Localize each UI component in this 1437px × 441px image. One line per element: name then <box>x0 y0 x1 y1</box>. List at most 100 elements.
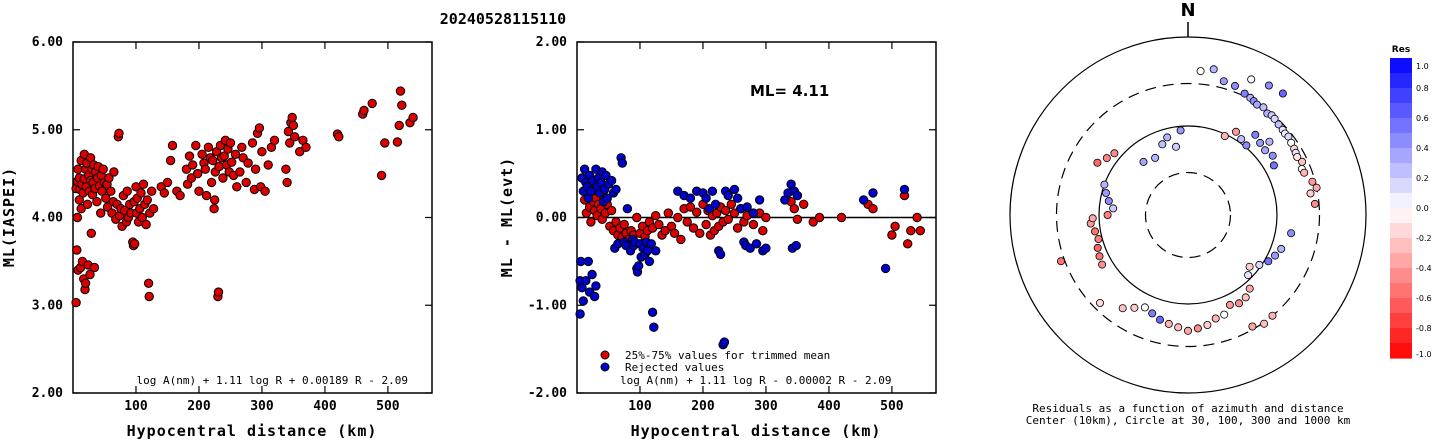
colorbar-tick-label: 0.2 <box>1416 174 1429 183</box>
trimmed-data-point <box>726 199 736 210</box>
station-residual-point <box>1109 204 1118 213</box>
rejected-data-point <box>742 202 752 212</box>
colorbar-swatch <box>1390 328 1412 344</box>
left-data-point <box>395 86 406 96</box>
station-residual-point <box>1242 141 1251 150</box>
colorbar-swatch <box>1390 58 1412 74</box>
polar-chart: N Residuals as a function of azimuth and… <box>1009 0 1367 427</box>
colorbar-swatch <box>1390 298 1412 314</box>
station-residual-point <box>1130 303 1139 312</box>
station-residual-point <box>1261 146 1270 155</box>
figure-title: 20240528115110 <box>440 10 566 28</box>
rejected-data-point <box>792 190 803 201</box>
colorbar-swatch <box>1390 208 1412 224</box>
rejected-data-point <box>754 195 765 205</box>
trimmed-data-point <box>814 212 825 223</box>
left-data-point <box>230 149 241 160</box>
mid-xtick-label: 300 <box>754 399 778 414</box>
rejected-data-point <box>579 164 590 174</box>
station-residual-point <box>1209 65 1218 74</box>
left-data-point <box>148 204 159 214</box>
range-circle-300km <box>1055 82 1321 348</box>
station-residual-point <box>1260 319 1269 328</box>
left-data-point <box>206 177 217 188</box>
rejected-data-point <box>701 193 711 203</box>
station-residual-point <box>1103 210 1112 219</box>
legend-marker-trimmed <box>600 350 610 360</box>
station-residual-point <box>1093 243 1102 252</box>
trimmed-data-point <box>890 221 900 232</box>
station-residual-point <box>1293 152 1302 161</box>
station-residual-point <box>1174 323 1183 332</box>
left-data-point <box>74 195 85 205</box>
left-data-point <box>263 160 273 170</box>
legend-label-rejected: Rejected values <box>625 361 724 374</box>
left-ytick-label: 5.00 <box>32 123 63 138</box>
rejected-data-point <box>707 186 718 196</box>
station-residual-point <box>1245 284 1254 293</box>
left-data-point <box>186 173 197 183</box>
station-residual-point <box>1156 315 1165 324</box>
left-xtick-label: 200 <box>187 399 211 414</box>
left-data-point <box>232 182 242 192</box>
rejected-data-point <box>761 243 771 253</box>
rejected-data-point <box>791 240 801 251</box>
left-data-point <box>359 105 369 116</box>
rejected-data-point <box>602 193 612 203</box>
rejected-data-point <box>581 276 591 286</box>
left-data-point <box>301 142 311 153</box>
left-data-point <box>98 164 108 174</box>
left-data-point <box>334 132 344 142</box>
trimmed-data-point <box>723 214 733 225</box>
station-residual-point <box>1164 319 1173 328</box>
rejected-data-point <box>591 281 601 291</box>
left-data-point <box>210 195 220 205</box>
station-residual-point <box>1245 262 1254 271</box>
rejected-data-point <box>649 322 659 332</box>
left-data-point <box>243 158 253 168</box>
range-circle-100km <box>1098 125 1278 305</box>
mid-xtick-label: 200 <box>691 399 715 414</box>
left-data-point <box>281 164 291 174</box>
station-residual-point <box>1264 81 1273 90</box>
colorbar-swatch <box>1390 313 1412 329</box>
left-data-point <box>96 208 106 218</box>
mid-ytick-label: 2.00 <box>536 35 567 50</box>
left-xtick-label: 400 <box>313 399 337 414</box>
trimmed-data-point <box>673 212 683 223</box>
left-data-point <box>188 160 198 170</box>
left-data-point <box>86 228 97 239</box>
left-data-point <box>376 170 387 181</box>
colorbar-tick-labels: 1.0 0.8 0.6 0.4 0.2 0.0 -0.2 -0.4 -0.6 -0.8 -1.0 <box>1416 62 1432 359</box>
rejected-data-point <box>646 239 656 249</box>
rejected-data-point <box>729 184 740 195</box>
rejected-data-point <box>647 307 658 317</box>
colorbar-swatch <box>1390 73 1412 89</box>
left-data-point <box>290 132 300 142</box>
station-residual-point <box>1268 311 1277 320</box>
station-residual-point <box>1255 260 1264 269</box>
rejected-data-point <box>586 186 596 196</box>
station-residual-point <box>1237 135 1246 144</box>
colorbar-swatch <box>1390 283 1412 299</box>
trimmed-data-point <box>758 226 768 236</box>
left-data-point <box>197 149 207 160</box>
left-data-point <box>269 135 280 146</box>
left-data-point <box>241 177 251 188</box>
station-residual-point <box>1096 298 1105 307</box>
station-residual-point <box>1102 188 1111 197</box>
left-data-point <box>80 278 91 288</box>
colorbar-tick-label: 1.0 <box>1416 62 1429 71</box>
colorbar-title: Res <box>1392 45 1410 55</box>
colorbar-tick-label: 0.0 <box>1416 204 1429 213</box>
colorbar-swatch <box>1390 253 1412 269</box>
station-residual-point <box>1220 132 1229 141</box>
station-residual-point <box>1269 161 1278 170</box>
left-ytick-label: 4.00 <box>32 211 63 226</box>
left-ytick-label: 3.00 <box>32 298 63 313</box>
left-xtick-labels: 100 200 300 400 500 <box>124 399 400 414</box>
station-residual-point <box>1306 189 1315 198</box>
left-formula-annotation: log A(nm) + 1.11 log R + 0.00189 R - 2.0… <box>136 374 408 387</box>
trimmed-data-point <box>836 212 847 223</box>
